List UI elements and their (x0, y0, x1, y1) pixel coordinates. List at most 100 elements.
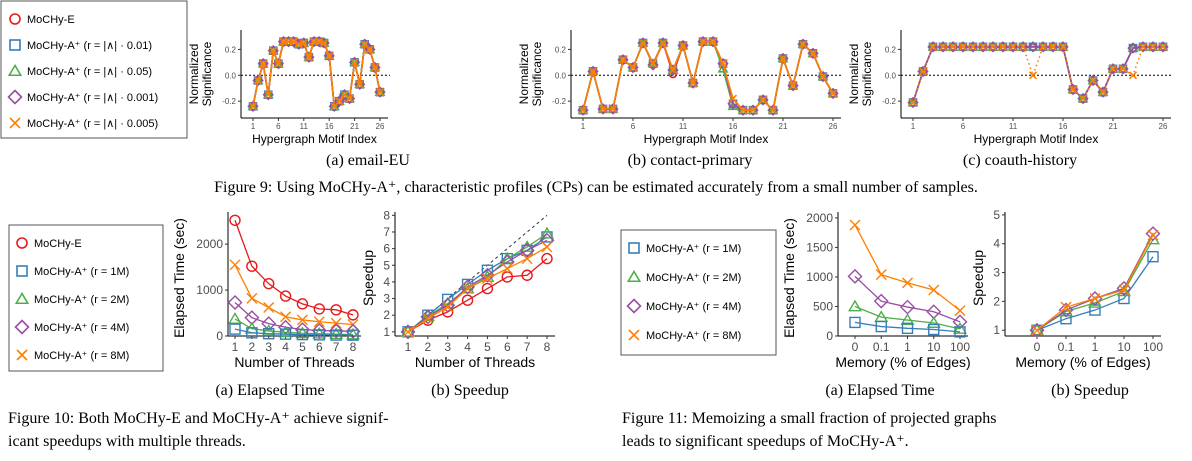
data-point-A4 (541, 241, 553, 253)
x-tick-label: 6 (316, 340, 323, 354)
x-tick-label: 21 (779, 122, 788, 131)
data-point-A2 (767, 104, 779, 115)
data-point-A3 (338, 89, 351, 101)
data-point-A4 (274, 59, 283, 68)
data-point-E (521, 269, 533, 281)
data-point-A3 (917, 65, 929, 78)
x-legend-icon (628, 329, 640, 341)
triangle-legend-icon (14, 291, 30, 305)
data-point-A1 (246, 327, 258, 339)
y-tick-label: 0.2 (225, 45, 237, 54)
data-point-A2 (1067, 84, 1079, 94)
data-point-A3 (272, 57, 285, 70)
y-tick-label: 1 (383, 325, 390, 339)
data-point-A2 (577, 104, 589, 115)
data-point-A4 (688, 78, 698, 88)
legend-entry: MoCHy-A⁺ (r = 1M) (646, 243, 741, 255)
fig11-caption-line1: Figure 11: Memoizing a small fraction of… (622, 410, 996, 427)
x-legend-icon (9, 117, 21, 129)
data-point-A4 (908, 98, 918, 107)
data-point-A3 (847, 268, 863, 284)
data-point-A3 (957, 41, 969, 53)
data-point-A3 (328, 323, 344, 339)
x-tick-label: 1 (405, 340, 412, 354)
data-point-A3 (747, 104, 759, 116)
data-point-A3 (1087, 74, 1099, 87)
y-axis-label: NormalizedSignificance (847, 41, 874, 106)
data-point-A2 (339, 89, 350, 99)
data-point-A3 (328, 100, 340, 113)
x-tick-label: 3 (444, 340, 451, 354)
data-point-A3 (657, 37, 669, 49)
data-point-A4 (988, 42, 998, 51)
y-tick-label: 0.0 (885, 71, 897, 80)
data-point-A4 (1147, 229, 1159, 241)
y-tick-label: 4 (993, 237, 1000, 251)
x-tick-label: 0.1 (873, 340, 890, 354)
legend-entry: MoCHy-A⁺ (r = 1M) (34, 266, 129, 278)
x-tick-label: 0 (1034, 340, 1041, 354)
data-point-A4 (948, 42, 958, 51)
data-point-A2 (312, 326, 327, 339)
legend-entry: MoCHy-A⁺ (r = 2M) (34, 294, 129, 306)
x-axis-label: Hypergraph Motif Index (974, 132, 1099, 146)
data-point-A4 (938, 42, 948, 51)
data-point-A2 (627, 62, 639, 72)
data-point-A1 (330, 329, 342, 341)
data-point-A2 (817, 71, 829, 81)
data-point-A3 (1097, 86, 1109, 98)
data-point-A3 (261, 316, 277, 332)
data-point-A4 (875, 269, 887, 281)
data-point-A2 (757, 94, 769, 104)
series-line-A4 (912, 46, 1163, 103)
square-legend-icon (628, 242, 640, 254)
data-point-A4 (422, 313, 434, 325)
data-point-A1 (928, 323, 940, 336)
x-tick-label: 1 (251, 122, 256, 131)
data-point-A3 (303, 51, 315, 63)
data-point-A3 (637, 37, 649, 49)
y-axis-label: Elapsed Time (sec) (171, 218, 187, 338)
data-point-A4 (968, 42, 978, 51)
data-point-A3 (817, 70, 829, 83)
x-tick-label: 0.1 (1058, 340, 1075, 354)
y-tick-label: 0 (216, 329, 223, 343)
data-point-A2 (374, 86, 386, 96)
data-point-A4 (462, 283, 474, 295)
data-point-A3 (677, 39, 689, 52)
data-point-A3 (587, 65, 599, 78)
data-point-A4 (788, 81, 798, 90)
data-point-A4 (598, 104, 608, 114)
data-point-A4 (1148, 42, 1158, 51)
data-point-A1 (901, 322, 914, 335)
series-line-A4 (252, 40, 381, 109)
data-point-A1 (1060, 312, 1072, 325)
data-point-A1 (347, 329, 359, 341)
x-tick-label: 6 (631, 122, 636, 131)
data-point-A3 (262, 89, 274, 101)
data-point-A2 (295, 326, 310, 339)
data-point-A3 (787, 79, 799, 92)
series-line-A4 (854, 224, 961, 312)
legend-entry: MoCHy-A⁺ (r = 8M) (34, 350, 129, 362)
data-point-A4 (229, 259, 241, 271)
fig10-caption-line1: Figure 10: Both MoCHy-E and MoCHy-A⁺ ach… (8, 410, 388, 427)
data-point-A2 (272, 58, 284, 68)
data-point-A1 (229, 323, 241, 335)
data-point-A2 (1030, 323, 1044, 336)
data-point-A3 (294, 322, 310, 338)
y-tick-label: 1500 (806, 240, 833, 254)
y-tick-label: 8 (383, 208, 390, 222)
data-point-A4 (259, 59, 268, 68)
data-point-A3 (767, 104, 779, 116)
data-point-A3 (311, 322, 327, 338)
data-point-A4 (375, 88, 385, 97)
data-point-A4 (658, 38, 668, 48)
data-point-A2 (1087, 75, 1099, 85)
data-point-A3 (717, 57, 729, 70)
diamond-legend-icon (626, 298, 642, 314)
y-tick-label: 500 (813, 299, 833, 313)
data-point-A4 (521, 253, 533, 265)
data-point-A4 (678, 41, 688, 50)
data-point-A4 (1088, 76, 1098, 85)
